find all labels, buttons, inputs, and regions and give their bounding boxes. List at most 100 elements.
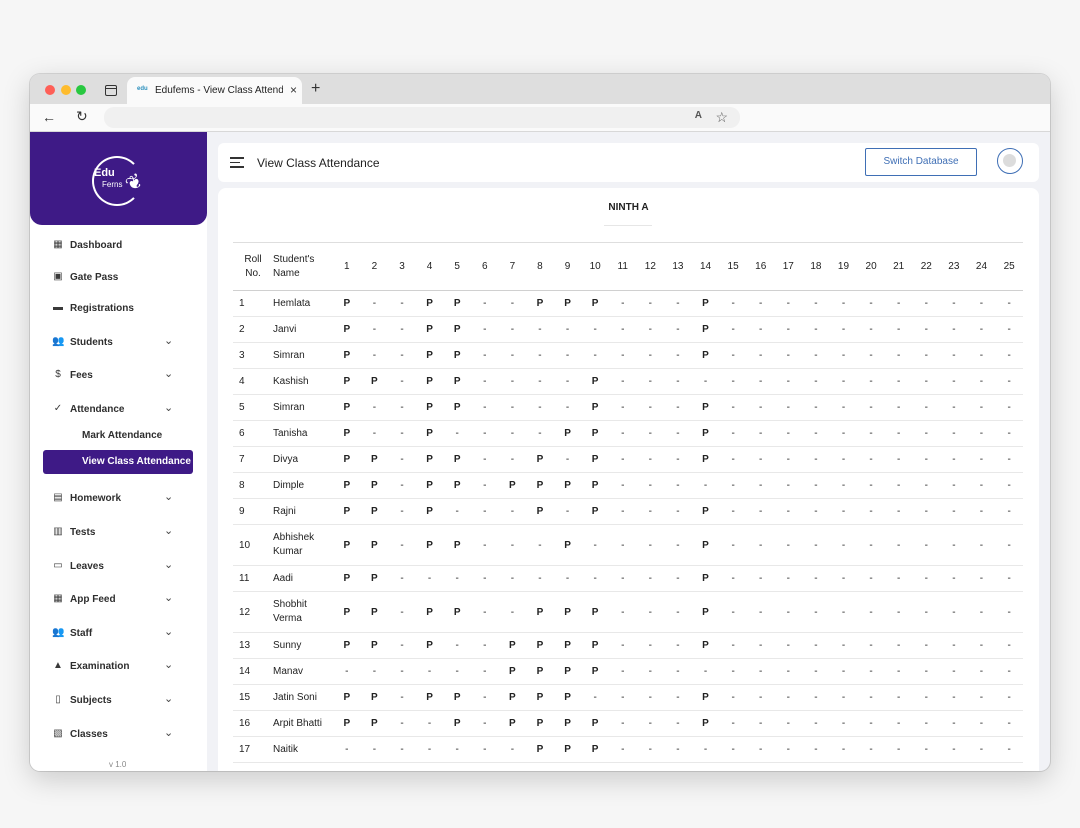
absent-mark: - [924, 402, 928, 413]
column-header-day: 21 [893, 260, 905, 272]
back-arrow-icon[interactable]: ← [42, 109, 56, 125]
absent-mark: - [897, 480, 901, 491]
student-name-cell: Rajni [273, 505, 296, 517]
homework-icon: ▤ [53, 492, 63, 504]
absent-mark: - [869, 454, 873, 465]
sidebar-item-students[interactable]: 👥 Students ⌄ [44, 333, 194, 353]
absent-mark: - [565, 402, 570, 413]
roll-cell: 18 [233, 763, 273, 771]
absent-mark: - [372, 350, 377, 361]
absent-mark: - [979, 606, 984, 618]
user-avatar[interactable] [997, 148, 1023, 174]
absent-mark: - [455, 428, 459, 439]
sidebar-item-leaves[interactable]: ▭ Leaves ⌄ [44, 557, 194, 577]
present-mark: P [426, 454, 433, 465]
present-mark: P [343, 640, 351, 651]
absent-mark: - [1007, 539, 1011, 551]
browser-tab[interactable]: edu Edufems - View Class Attendance × [127, 77, 302, 104]
present-mark: P [564, 539, 571, 551]
absent-mark: - [924, 376, 928, 387]
student-name-cell: Simran [273, 401, 305, 413]
absent-mark: - [814, 539, 818, 551]
present-mark: P [371, 640, 378, 651]
reload-icon[interactable]: ↻ [76, 108, 88, 124]
absent-mark: - [897, 298, 901, 309]
absent-mark: - [648, 718, 652, 729]
absent-mark: - [869, 573, 873, 584]
sidebar: Edu Ferns ❦ ▦ Dashboard ▣ Gate Pass ▬ Registr… [30, 132, 207, 771]
absent-mark: - [841, 350, 846, 361]
absent-mark: - [731, 718, 735, 729]
sidebar-item-examination[interactable]: ▲ Examination ⌄ [44, 657, 194, 677]
present-mark: P [453, 692, 461, 703]
minimize-window-button[interactable] [61, 85, 71, 95]
new-tab-icon[interactable]: + [311, 80, 321, 97]
absent-mark: - [731, 573, 735, 584]
absent-mark: - [731, 298, 735, 309]
absent-mark: - [703, 666, 708, 677]
absent-mark: - [538, 350, 542, 361]
browser-toolbar: ← ↻ A ☆ [30, 104, 1050, 132]
absent-mark: - [510, 573, 515, 584]
absent-mark: - [483, 350, 487, 361]
table-row: 17 Naitik - - - - - - - P P P - - - - - - - - - - - - - - - [233, 737, 1023, 763]
student-name-cell: Hemlata [273, 297, 311, 309]
absent-mark: - [1007, 718, 1011, 729]
sidebar-item-gate-pass[interactable]: ▣ Gate Pass [44, 268, 194, 288]
present-mark: P [702, 539, 709, 551]
absent-mark: - [897, 573, 901, 584]
absent-mark: - [924, 640, 928, 651]
sidebar-item-attendance[interactable]: ✓ Attendance ⌄ [44, 400, 194, 420]
absent-mark: - [897, 506, 901, 517]
absent-mark: - [703, 480, 708, 491]
absent-mark: - [676, 350, 680, 361]
address-bar[interactable]: A ☆ [104, 107, 740, 128]
tab-overview-icon[interactable] [105, 85, 117, 96]
absent-mark: - [897, 428, 901, 439]
sidebar-item-fees[interactable]: $ Fees ⌄ [44, 366, 194, 386]
sidebar-item-app-feed[interactable]: ▦ App Feed ⌄ [44, 590, 194, 610]
absent-mark: - [471, 763, 499, 771]
sidebar-item-tests[interactable]: ▥ Tests ⌄ [44, 523, 194, 543]
favorite-star-icon[interactable]: ☆ [715, 109, 728, 125]
close-window-button[interactable] [45, 85, 55, 95]
present-mark: P [371, 539, 378, 551]
sidebar-item-staff[interactable]: 👥 Staff ⌄ [44, 624, 194, 644]
sidebar-item-subjects[interactable]: ▯ Subjects ⌄ [44, 691, 194, 711]
absent-mark: - [952, 718, 956, 729]
read-aloud-icon[interactable]: A [694, 110, 702, 121]
absent-mark: - [731, 454, 735, 465]
absent-mark: - [1007, 692, 1011, 703]
maximize-window-button[interactable] [76, 85, 86, 95]
sidebar-item-registrations[interactable]: ▬ Registrations [44, 299, 194, 319]
app-feed-icon: ▦ [53, 593, 63, 605]
absent-mark: - [841, 298, 846, 309]
submenu-item-view-class-attendance[interactable]: View Class Attendance [43, 450, 193, 475]
close-tab-icon[interactable]: × [289, 83, 297, 97]
absent-mark: - [703, 744, 708, 755]
present-mark: P [361, 763, 389, 771]
absent-mark: - [400, 606, 404, 618]
submenu-item-mark-attendance[interactable]: Mark Attendance [43, 424, 193, 448]
absent-mark: - [759, 744, 763, 755]
student-name-cell: Shobhit Verma [273, 599, 307, 624]
chevron-down-icon: ⌄ [164, 401, 174, 414]
sidebar-item-dashboard[interactable]: ▦ Dashboard [44, 236, 194, 256]
absent-mark: - [759, 666, 763, 677]
absent-mark: - [814, 744, 818, 755]
switch-database-button[interactable]: Switch Database [865, 148, 977, 176]
sidebar-item-homework[interactable]: ▤ Homework ⌄ [44, 489, 194, 509]
absent-mark: - [483, 402, 487, 413]
absent-mark: - [648, 350, 652, 361]
absent-mark: - [759, 428, 763, 439]
absent-mark: - [621, 692, 625, 703]
absent-mark: - [554, 763, 582, 771]
absent-mark: - [483, 606, 487, 618]
present-mark: P [343, 298, 351, 309]
sidebar-item-classes[interactable]: ▧ Classes ⌄ [44, 725, 194, 745]
column-header-name: Student's Name [273, 253, 315, 279]
absent-mark: - [1007, 350, 1011, 361]
present-mark: P [426, 539, 433, 551]
menu-toggle-icon[interactable] [230, 157, 244, 171]
absent-mark: - [510, 506, 515, 517]
